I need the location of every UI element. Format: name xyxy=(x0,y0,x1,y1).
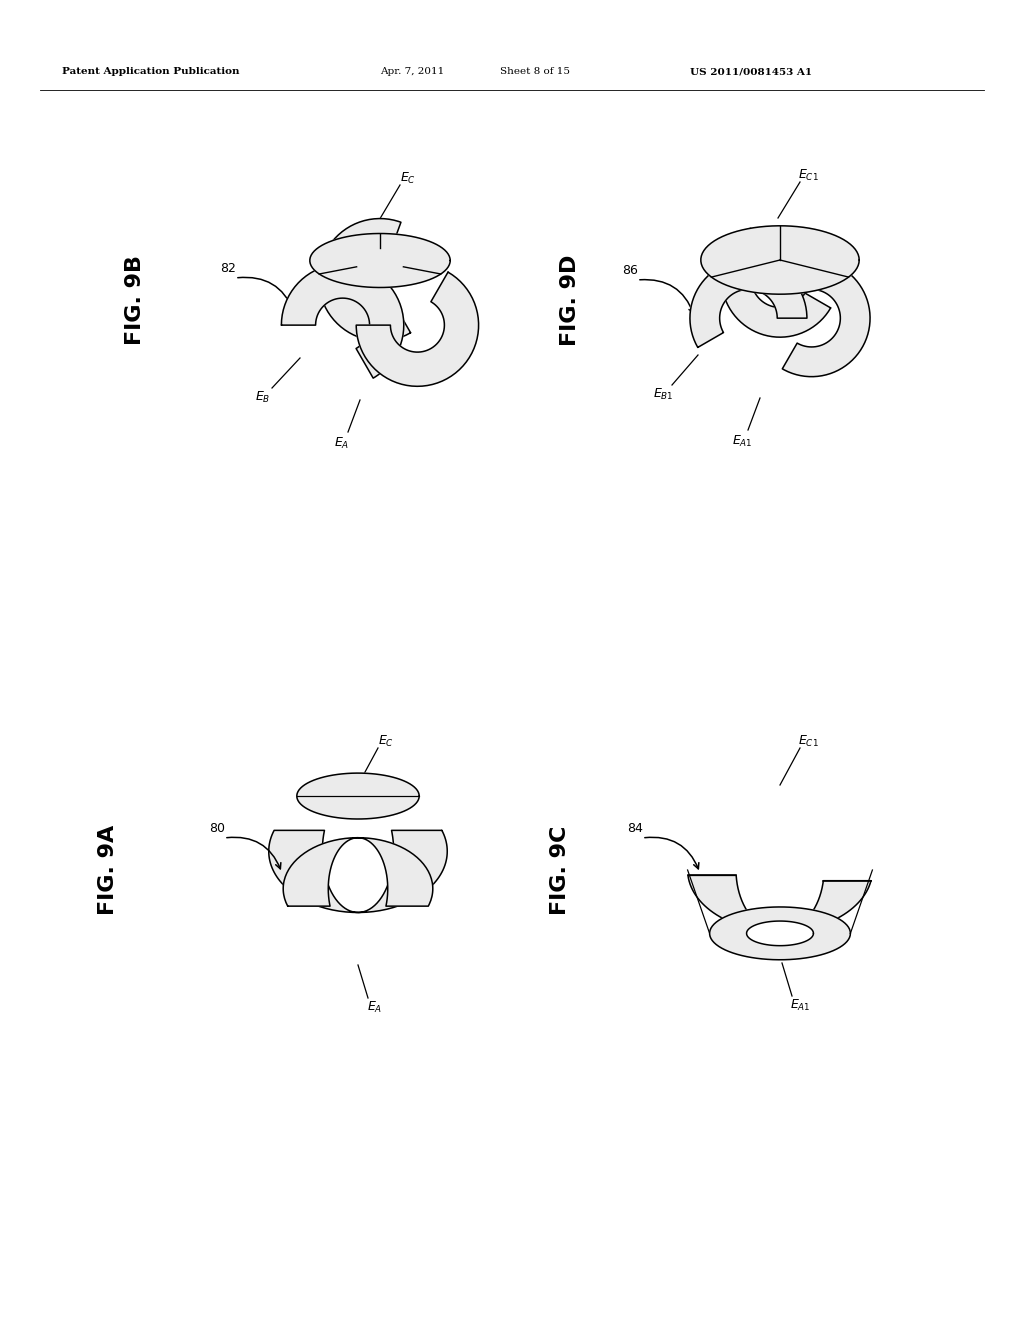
Polygon shape xyxy=(722,228,830,337)
Text: FIG. 9A: FIG. 9A xyxy=(98,825,118,915)
Text: Sheet 8 of 15: Sheet 8 of 15 xyxy=(500,67,570,77)
Text: $E_A$: $E_A$ xyxy=(368,999,383,1015)
Polygon shape xyxy=(310,234,451,288)
Polygon shape xyxy=(268,830,447,912)
Polygon shape xyxy=(746,921,813,945)
Polygon shape xyxy=(356,272,478,387)
Text: $E_C$: $E_C$ xyxy=(400,170,416,186)
Text: 80: 80 xyxy=(209,822,225,836)
Text: FIG. 9B: FIG. 9B xyxy=(125,255,145,345)
Text: $E_{B1}$: $E_{B1}$ xyxy=(652,387,674,401)
Text: Apr. 7, 2011: Apr. 7, 2011 xyxy=(380,67,444,77)
Text: $E_{C1}$: $E_{C1}$ xyxy=(798,734,818,748)
Text: $E_{A1}$: $E_{A1}$ xyxy=(732,433,753,449)
Polygon shape xyxy=(297,774,419,818)
Polygon shape xyxy=(282,264,403,378)
Text: 86: 86 xyxy=(622,264,638,277)
Polygon shape xyxy=(318,219,411,341)
Text: FIG. 9D: FIG. 9D xyxy=(560,255,580,346)
Polygon shape xyxy=(690,260,807,347)
Polygon shape xyxy=(700,226,859,294)
Text: $E_C$: $E_C$ xyxy=(378,734,394,748)
Text: FIG. 9C: FIG. 9C xyxy=(550,825,570,915)
Text: 84: 84 xyxy=(627,822,643,836)
Polygon shape xyxy=(710,907,850,960)
Polygon shape xyxy=(284,838,433,906)
Text: $E_{C1}$: $E_{C1}$ xyxy=(798,168,818,182)
Polygon shape xyxy=(782,260,870,376)
Text: 82: 82 xyxy=(220,261,236,275)
Text: Patent Application Publication: Patent Application Publication xyxy=(62,67,240,77)
Text: $E_{A1}$: $E_{A1}$ xyxy=(790,998,810,1012)
Polygon shape xyxy=(688,875,871,932)
Text: $E_A$: $E_A$ xyxy=(335,436,349,450)
Text: $E_B$: $E_B$ xyxy=(255,389,270,404)
Text: US 2011/0081453 A1: US 2011/0081453 A1 xyxy=(690,67,812,77)
